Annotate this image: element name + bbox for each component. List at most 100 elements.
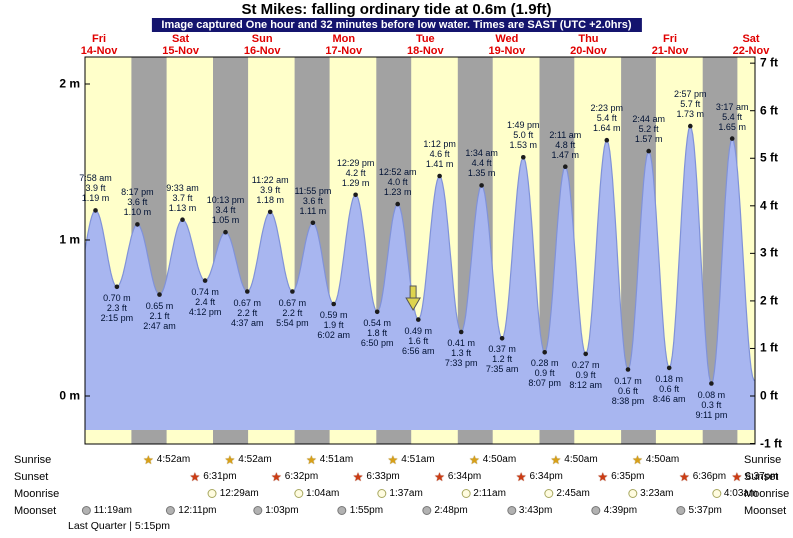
sunset-star-icon: ★ [271,469,282,484]
capture-time-arrow-icon [405,297,421,311]
capture-time-arrow-icon [409,285,417,300]
tide-time: 4:37 am [231,317,264,328]
tide-extreme-dot [416,317,421,322]
day-name: Sun [251,33,273,45]
tide-high-annotation: 7:58 am 3.9 ft 1.19 m [79,173,112,203]
tide-extreme-dot [114,284,120,290]
tide-height-ft: 4.4 ft [471,158,492,169]
moonset-time: 1:03pm [265,505,299,516]
tide-high-annotation: 1:12 pm 4.6 ft 1.41 m [423,139,456,169]
y-axis-label-m: 0 m [59,388,80,403]
tide-height-m: 1.10 m [123,207,152,218]
tide-high-annotation: 2:57 pm 5.7 ft 1.73 m [674,89,707,119]
sunrise-time: 4:52am [238,454,272,465]
sunrise-time: 4:52am [156,454,191,465]
astro-moonrise-entry: 4:03am [711,486,757,501]
tide-time: 2:23 pm [590,103,624,114]
day-name: Thu [578,33,599,45]
tide-height-m: 0.17 m [614,375,642,386]
tide-height-m: 0.27 m [571,359,600,370]
astro-moonrise-entry: 12:29am [207,486,259,501]
tide-height-m: 1.64 m [593,123,621,134]
tide-height-m: 0.54 m [363,317,391,328]
sunrise-star-icon: ★ [387,452,399,467]
tide-high-annotation: 2:44 am 5.2 ft 1.57 m [632,114,665,144]
tide-high-annotation: 1:34 am 4.4 ft 1.35 m [465,148,498,178]
sunset-star-icon: ★ [189,469,201,484]
day-date: 20-Nov [570,45,607,57]
tide-height-m: 1.13 m [168,202,197,213]
sunrise-star-icon: ★ [306,452,317,467]
tide-extreme-dot [458,329,464,335]
day-name: Sat [742,33,760,45]
tide-time: 12:29 pm [336,157,375,168]
tide-high-annotation: 12:52 am 4.0 ft 1.23 m [379,167,417,197]
tide-height-ft: 1.9 ft [323,320,344,330]
tide-low-annotation: 0.37 m 1.2 ft 7:35 am [486,344,519,374]
sunset-time: 6:33pm [366,471,400,482]
tide-time: 11:22 am [251,174,289,185]
tide-height-m: 0.28 m [530,358,559,369]
tide-extreme-dot [223,229,228,235]
sunset-time: 6:31pm [203,471,237,482]
sunrise-star-icon: ★ [469,452,480,467]
y-axis-label-m: 1 m [59,232,80,247]
tide-time: 3:17 am [715,101,749,112]
tide-time: 8:38 pm [611,395,645,406]
astro-sunset-entry: ★ 6:36pm [679,469,726,484]
astro-sunset-entry: ★ 6:35pm [597,469,644,484]
tide-height-ft: 3.4 ft [215,205,236,216]
tide-height-ft: 2.2 ft [282,307,303,318]
moonset-moon-icon [81,506,91,515]
astro-moonset-entry: 4:39pm [591,503,637,518]
tide-time: 8:17 pm [121,187,154,198]
y-axis-label-ft: 2 ft [760,293,778,308]
astro-sunrise-entry: ★ 4:51am [306,452,353,467]
astro-row-label-left: Moonrise [14,488,60,500]
tide-plot [84,56,756,445]
tide-time: 7:33 pm [444,358,478,368]
sunset-time: 6:34pm [529,471,563,482]
tide-height-m: 0.18 m [655,373,683,384]
tide-height-m: 1.57 m [634,134,663,145]
tide-low-annotation: 0.17 m 0.6 ft 8:38 pm [612,376,645,406]
tide-extreme-dot [290,289,295,294]
day-label: Mon 17-Nov [325,33,362,57]
chart-title: St Mikes: falling ordinary tide at 0.6m … [241,1,552,18]
tide-height-ft: 5.7 ft [680,99,701,110]
tide-time: 6:56 am [402,345,435,356]
tide-low-annotation: 0.54 m 1.8 ft 6:50 pm [361,318,394,348]
tide-extreme-dot [353,192,358,198]
y-axis-label-ft: 1 ft [760,340,778,355]
tide-low-annotation: 0.28 m 0.9 ft 8:07 pm [528,358,561,388]
moonset-time: 2:48pm [434,505,468,516]
moonrise-moon-icon [207,489,217,498]
moonrise-moon-icon [461,489,471,498]
tide-height-ft: 2.3 ft [106,302,127,313]
day-name: Sat [172,33,190,45]
day-date: 21-Nov [651,45,689,57]
astro-row-label-left: Sunrise [14,454,52,466]
astro-row-label-left: Moonset [14,505,57,517]
moonset-time: 1:55pm [349,505,384,516]
tide-extreme-dot [709,381,714,386]
tide-height-ft: 4.0 ft [387,177,408,188]
tide-height-m: 0.67 m [278,297,307,308]
tide-time: 11:55 pm [294,185,332,196]
sunset-time: 6:34pm [447,471,482,482]
tide-time: 9:33 am [166,182,199,193]
y-axis-label-ft: 7 ft [760,55,778,70]
astro-row-label-right: Sunrise [744,454,782,466]
astro-moonrise-entry: 3:23am [628,486,673,501]
moonrise-moon-icon [628,489,638,498]
moonset-time: 12:11pm [178,505,217,516]
sunset-star-icon: ★ [352,469,364,484]
tide-height-m: 1.29 m [341,177,370,188]
tide-extreme-dot [646,148,651,154]
tide-height-ft: 0.9 ft [575,369,596,380]
tide-time: 1:49 pm [507,120,540,131]
tide-height-m: 1.53 m [509,140,538,151]
tide-height-m: 0.70 m [103,292,131,303]
astro-sunset-entry: ★ 6:34pm [516,469,563,484]
astro-sunrise-entry: ★ 4:52am [143,452,190,467]
